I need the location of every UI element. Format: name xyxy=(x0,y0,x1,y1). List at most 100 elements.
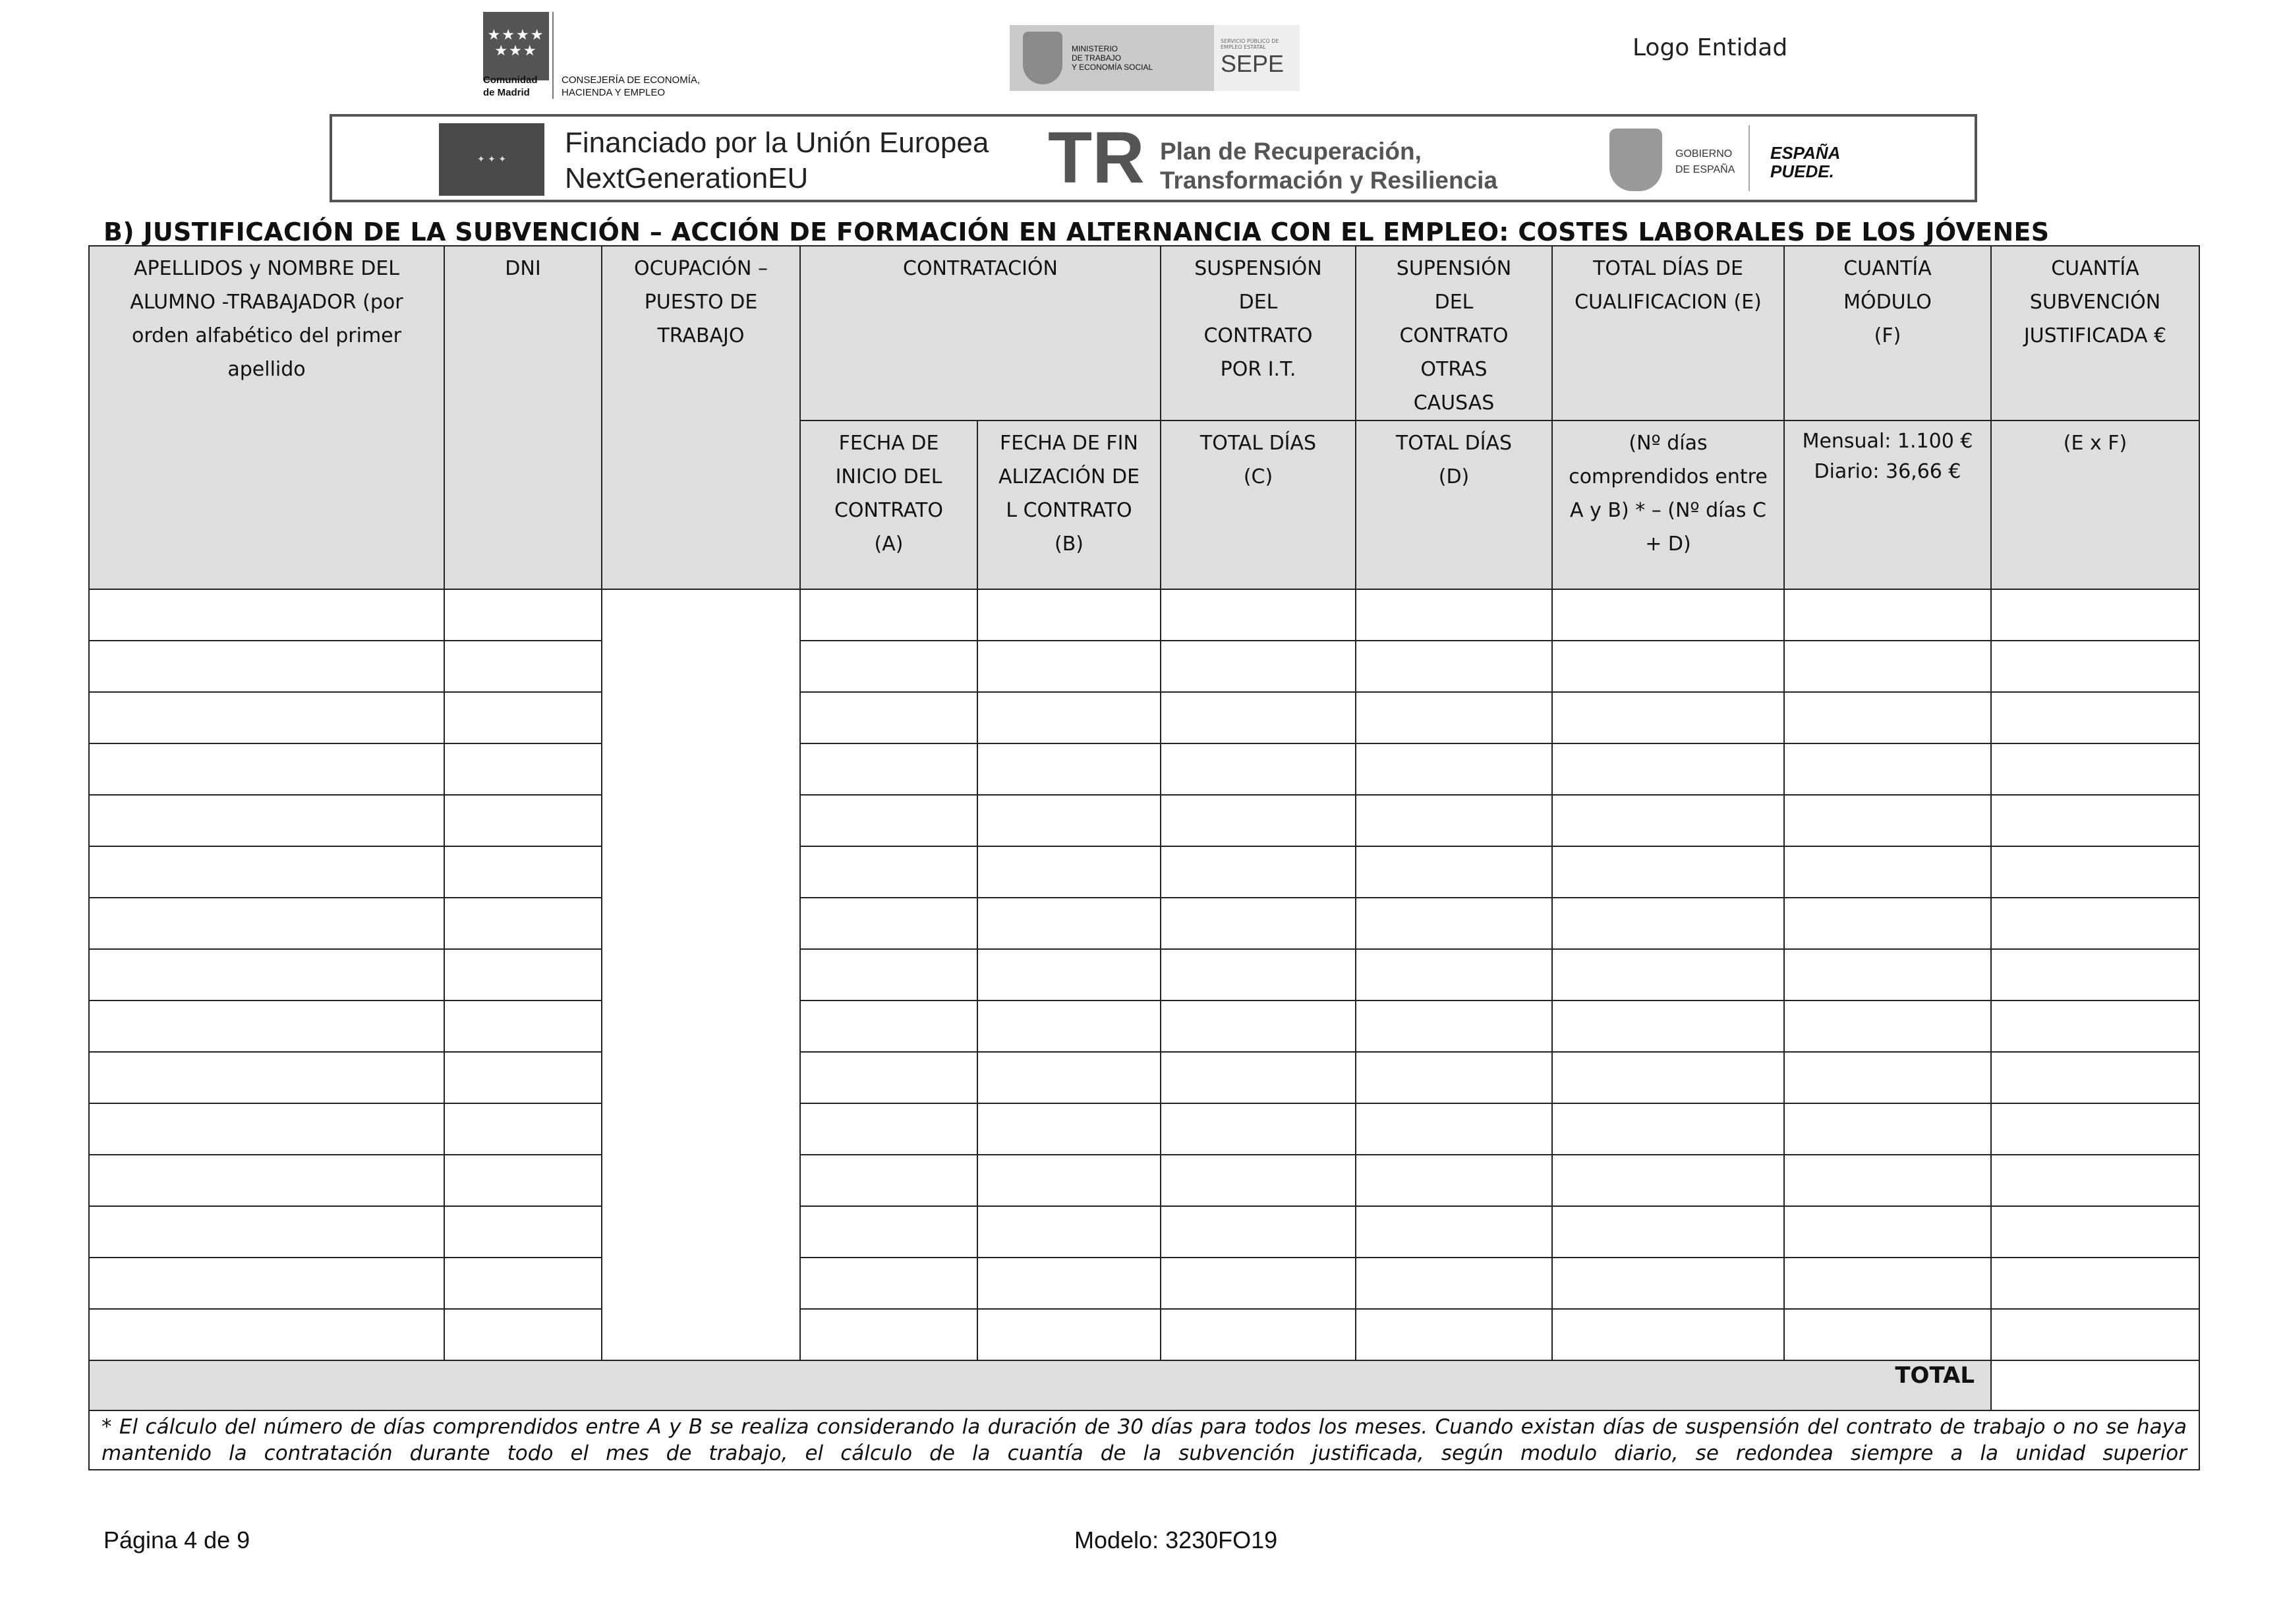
cell-fecha-inicio[interactable] xyxy=(799,1257,978,1310)
cell-alumno[interactable] xyxy=(88,640,445,693)
cell-alumno[interactable] xyxy=(88,1000,445,1053)
cell-fecha-inicio[interactable] xyxy=(799,691,978,744)
cell-alumno[interactable] xyxy=(88,1205,445,1258)
cell-fecha-inicio[interactable] xyxy=(799,1154,978,1207)
cell-fecha-fin[interactable] xyxy=(977,1308,1161,1361)
cell-fecha-inicio[interactable] xyxy=(799,948,978,1001)
cell-alumno[interactable] xyxy=(88,1308,445,1361)
cell-dni[interactable] xyxy=(444,1308,602,1361)
cell-alumno[interactable] xyxy=(88,1154,445,1207)
cell-modulo[interactable] xyxy=(1783,1000,1992,1053)
cell-dni[interactable] xyxy=(444,1257,602,1310)
cell-dias-c[interactable] xyxy=(1160,589,1356,641)
cell-alumno[interactable] xyxy=(88,1257,445,1310)
cell-dias-c[interactable] xyxy=(1160,846,1356,898)
cell-subvencion[interactable] xyxy=(1990,1257,2200,1310)
cell-dias-d[interactable] xyxy=(1355,1308,1553,1361)
cell-dias-d[interactable] xyxy=(1355,948,1553,1001)
cell-alumno[interactable] xyxy=(88,743,445,796)
cell-subvencion[interactable] xyxy=(1990,691,2200,744)
cell-fecha-fin[interactable] xyxy=(977,1205,1161,1258)
cell-dias-d[interactable] xyxy=(1355,1103,1553,1155)
cell-fecha-inicio[interactable] xyxy=(799,1103,978,1155)
cell-dias-c[interactable] xyxy=(1160,691,1356,744)
cell-dias-c[interactable] xyxy=(1160,1205,1356,1258)
cell-dias-d[interactable] xyxy=(1355,897,1553,950)
cell-dias-d[interactable] xyxy=(1355,1051,1553,1104)
cell-modulo[interactable] xyxy=(1783,948,1992,1001)
cell-fecha-fin[interactable] xyxy=(977,948,1161,1001)
cell-dias-e[interactable] xyxy=(1551,1257,1785,1310)
cell-fecha-fin[interactable] xyxy=(977,1257,1161,1310)
cell-fecha-fin[interactable] xyxy=(977,1000,1161,1053)
cell-fecha-fin[interactable] xyxy=(977,794,1161,847)
cell-modulo[interactable] xyxy=(1783,846,1992,898)
cell-modulo[interactable] xyxy=(1783,743,1992,796)
cell-dias-e[interactable] xyxy=(1551,794,1785,847)
cell-dias-e[interactable] xyxy=(1551,640,1785,693)
cell-dias-e[interactable] xyxy=(1551,897,1785,950)
cell-fecha-inicio[interactable] xyxy=(799,846,978,898)
cell-alumno[interactable] xyxy=(88,589,445,641)
cell-subvencion[interactable] xyxy=(1990,794,2200,847)
cell-fecha-fin[interactable] xyxy=(977,743,1161,796)
cell-dias-c[interactable] xyxy=(1160,897,1356,950)
cell-dni[interactable] xyxy=(444,794,602,847)
cell-subvencion[interactable] xyxy=(1990,1205,2200,1258)
cell-alumno[interactable] xyxy=(88,1051,445,1104)
cell-dias-c[interactable] xyxy=(1160,1154,1356,1207)
cell-subvencion[interactable] xyxy=(1990,589,2200,641)
cell-dias-d[interactable] xyxy=(1355,691,1553,744)
cell-dias-c[interactable] xyxy=(1160,1257,1356,1310)
cell-dias-c[interactable] xyxy=(1160,743,1356,796)
cell-modulo[interactable] xyxy=(1783,1154,1992,1207)
cell-modulo[interactable] xyxy=(1783,794,1992,847)
cell-dias-d[interactable] xyxy=(1355,1257,1553,1310)
cell-fecha-inicio[interactable] xyxy=(799,589,978,641)
cell-dni[interactable] xyxy=(444,1205,602,1258)
cell-dias-d[interactable] xyxy=(1355,1154,1553,1207)
cell-alumno[interactable] xyxy=(88,691,445,744)
cell-dias-e[interactable] xyxy=(1551,1103,1785,1155)
cell-dias-e[interactable] xyxy=(1551,846,1785,898)
cell-dias-d[interactable] xyxy=(1355,1205,1553,1258)
cell-modulo[interactable] xyxy=(1783,589,1992,641)
cell-alumno[interactable] xyxy=(88,846,445,898)
cell-fecha-inicio[interactable] xyxy=(799,1051,978,1104)
cell-dias-e[interactable] xyxy=(1551,1154,1785,1207)
cell-dni[interactable] xyxy=(444,640,602,693)
cell-fecha-inicio[interactable] xyxy=(799,1308,978,1361)
cell-dias-c[interactable] xyxy=(1160,1051,1356,1104)
cell-subvencion[interactable] xyxy=(1990,897,2200,950)
cell-subvencion[interactable] xyxy=(1990,640,2200,693)
cell-dias-d[interactable] xyxy=(1355,794,1553,847)
cell-subvencion[interactable] xyxy=(1990,1051,2200,1104)
cell-fecha-inicio[interactable] xyxy=(799,794,978,847)
cell-modulo[interactable] xyxy=(1783,897,1992,950)
cell-subvencion[interactable] xyxy=(1990,1154,2200,1207)
cell-dni[interactable] xyxy=(444,1103,602,1155)
cell-fecha-inicio[interactable] xyxy=(799,743,978,796)
cell-modulo[interactable] xyxy=(1783,691,1992,744)
cell-alumno[interactable] xyxy=(88,948,445,1001)
cell-alumno[interactable] xyxy=(88,1103,445,1155)
cell-fecha-fin[interactable] xyxy=(977,897,1161,950)
cell-alumno[interactable] xyxy=(88,897,445,950)
cell-subvencion[interactable] xyxy=(1990,1000,2200,1053)
cell-dni[interactable] xyxy=(444,1000,602,1053)
cell-subvencion[interactable] xyxy=(1990,846,2200,898)
cell-dias-d[interactable] xyxy=(1355,846,1553,898)
cell-modulo[interactable] xyxy=(1783,1308,1992,1361)
cell-dni[interactable] xyxy=(444,897,602,950)
cell-dias-c[interactable] xyxy=(1160,640,1356,693)
cell-dias-e[interactable] xyxy=(1551,1308,1785,1361)
cell-fecha-inicio[interactable] xyxy=(799,897,978,950)
cell-dni[interactable] xyxy=(444,1051,602,1104)
cell-dias-d[interactable] xyxy=(1355,743,1553,796)
cell-fecha-fin[interactable] xyxy=(977,589,1161,641)
cell-dias-e[interactable] xyxy=(1551,1000,1785,1053)
cell-fecha-fin[interactable] xyxy=(977,1103,1161,1155)
cell-dias-d[interactable] xyxy=(1355,589,1553,641)
cell-modulo[interactable] xyxy=(1783,1051,1992,1104)
cell-dni[interactable] xyxy=(444,846,602,898)
